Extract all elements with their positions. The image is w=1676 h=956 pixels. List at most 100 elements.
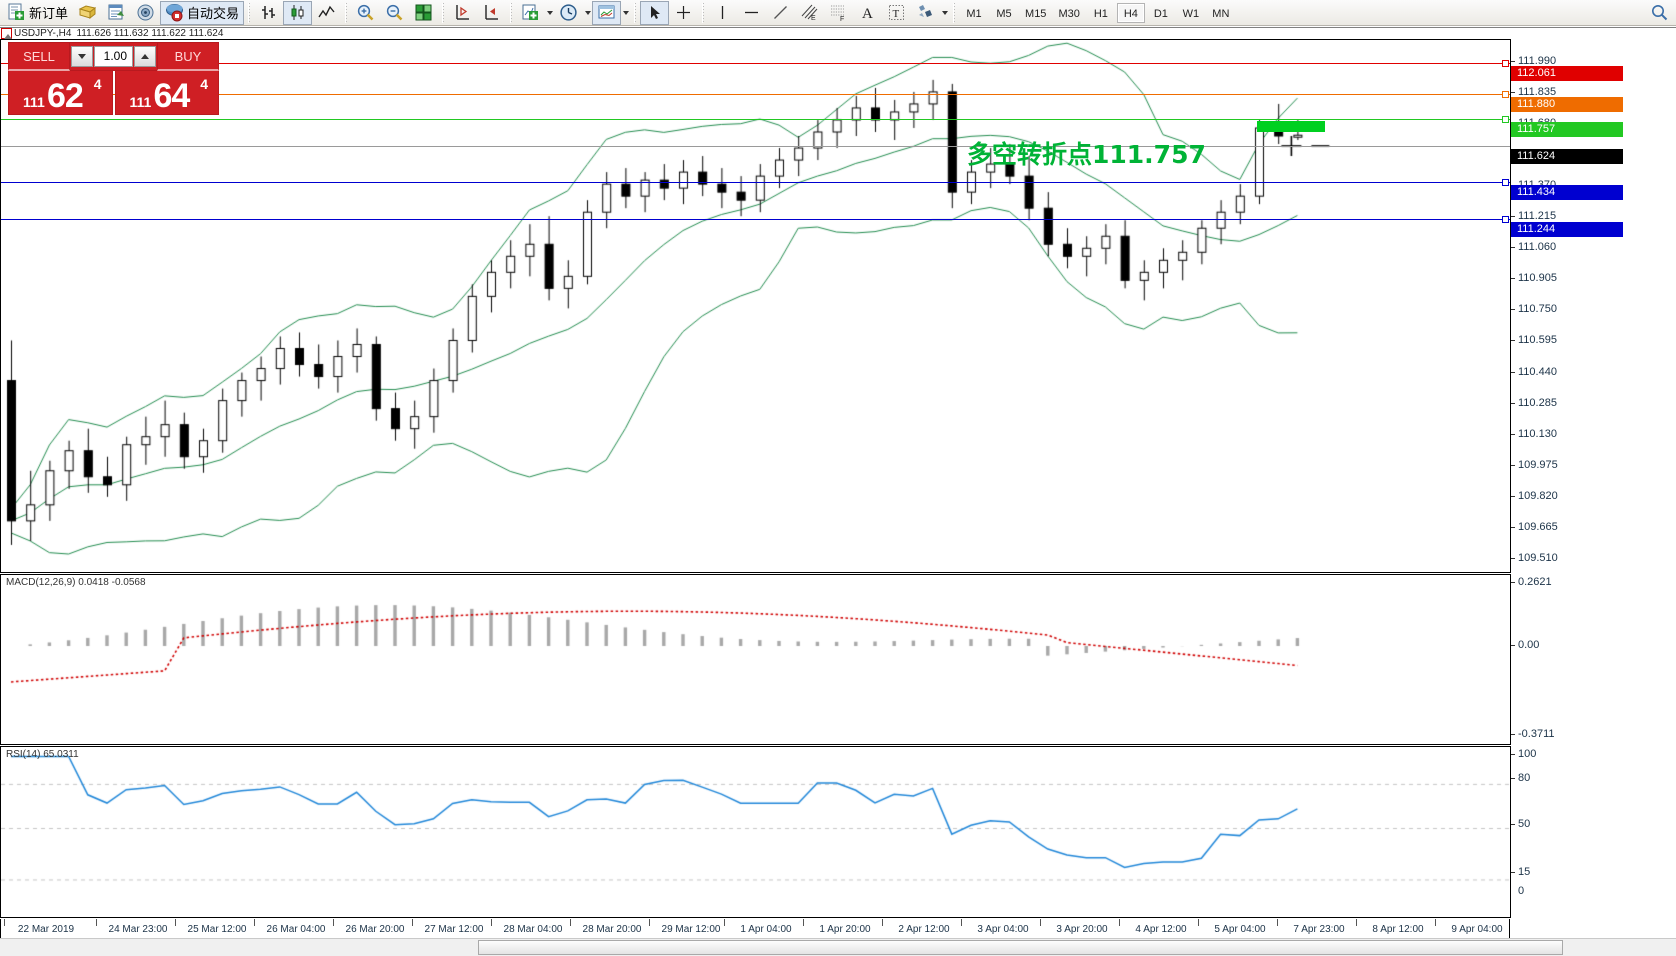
time-separator-12 <box>961 919 962 926</box>
macd-scale[interactable]: 0.2621 0.00 -0.3711 <box>1510 574 1676 745</box>
tile-windows-button[interactable] <box>409 1 438 25</box>
rsi-pane[interactable]: RSI(14) 65.0311 <box>0 746 1510 918</box>
green-level-badge[interactable]: 111.757 <box>1511 122 1623 137</box>
text-label-button[interactable]: A <box>853 1 882 25</box>
ask-line-badge[interactable]: 112.061 <box>1511 66 1623 81</box>
sell-price-display[interactable]: 111 62 4 <box>8 71 113 115</box>
shapes-dropdown-arrow[interactable] <box>940 3 949 23</box>
indicators-button[interactable] <box>516 1 545 25</box>
cursor-button[interactable] <box>640 0 670 25</box>
equidistant-channel-button[interactable]: E <box>795 1 824 25</box>
svg-text:E: E <box>811 15 816 22</box>
price-scale-label-9: 110.595 <box>1518 334 1557 347</box>
trendline-button[interactable] <box>766 1 795 25</box>
level-line-111.244[interactable] <box>1 219 1510 220</box>
volume-increment-button[interactable] <box>134 46 156 67</box>
toolbar-separator-2 <box>345 2 348 23</box>
buy-price-display[interactable]: 111 64 4 <box>114 71 219 115</box>
symbol-ohlc: 111.626 111.632 111.622 111.624 <box>76 28 224 39</box>
macd-pane[interactable]: MACD(12,26,9) 0.0418 -0.0568 <box>0 574 1510 745</box>
bar-chart-icon <box>259 3 278 22</box>
level-line-111.434[interactable] <box>1 182 1510 183</box>
buy-price-integer: 111 <box>129 94 152 110</box>
sell-price-fraction: 4 <box>93 76 102 92</box>
timeframe-w1[interactable]: W1 <box>1182 7 1200 20</box>
vertical-line-button[interactable] <box>708 1 737 25</box>
blue-level-badge-upper[interactable]: 111.434 <box>1511 185 1623 200</box>
orange-level-badge[interactable]: 111.880 <box>1511 97 1623 112</box>
timeframe-h4[interactable]: H4 <box>1116 2 1145 23</box>
macd-title: MACD(12,26,9) 0.0418 -0.0568 <box>6 577 146 588</box>
candlestick-chart-button[interactable] <box>283 0 313 25</box>
timeframe-m1[interactable]: M1 <box>966 7 982 20</box>
time-separator-2 <box>175 919 176 926</box>
templates-button[interactable] <box>592 0 622 25</box>
timeframe-m15[interactable]: M15 <box>1025 7 1047 20</box>
indicators-dropdown-arrow[interactable] <box>545 3 554 23</box>
time-label-18: 9 Apr 04:00 <box>1451 924 1503 935</box>
period-button[interactable] <box>554 1 583 25</box>
fibonacci-button[interactable]: F <box>824 1 853 25</box>
horizontal-scrollbar[interactable] <box>0 938 1676 956</box>
macd-chart-canvas[interactable] <box>1 575 1510 744</box>
rsi-chart-canvas[interactable] <box>1 747 1510 917</box>
level-line-112.061[interactable] <box>1 63 1510 64</box>
new-order-button[interactable]: 新订单 <box>2 1 73 25</box>
rsi-scale-label-3: 15 <box>1518 866 1531 878</box>
sell-price-integer: 111 <box>23 94 45 110</box>
level-line-111.880[interactable] <box>1 94 1510 95</box>
macd-tick-0 <box>1511 582 1515 583</box>
price-pane[interactable]: 多空转折点111.757 <box>0 39 1510 573</box>
chart-restore-icon[interactable] <box>1 28 12 39</box>
navigator-button[interactable] <box>131 1 160 25</box>
blue-level-badge-lower[interactable]: 111.244 <box>1511 222 1623 237</box>
level-handle-111.434[interactable] <box>1502 179 1509 186</box>
bar-chart-button[interactable] <box>254 1 283 25</box>
shapes-button[interactable] <box>911 1 940 25</box>
price-scale[interactable]: 111.990111.835111.680111.525111.370111.2… <box>1510 39 1676 573</box>
price-scale-label-13: 109.975 <box>1518 458 1558 471</box>
toolbar-separator-3 <box>442 2 445 23</box>
price-tick-0 <box>1511 60 1515 62</box>
auto-scroll-icon <box>482 3 501 22</box>
timeframe-d1[interactable]: D1 <box>1153 7 1168 20</box>
scrollbar-thumb[interactable] <box>478 940 1563 955</box>
shift-end-button[interactable] <box>448 1 477 25</box>
level-handle-111.244[interactable] <box>1502 216 1509 223</box>
level-handle-112.061[interactable] <box>1502 60 1509 67</box>
volume-decrement-button[interactable] <box>71 46 93 67</box>
market-watch-button[interactable] <box>102 1 131 25</box>
level-handle-111.757[interactable] <box>1502 116 1509 123</box>
period-dropdown-arrow[interactable] <box>583 3 592 23</box>
search-button[interactable] <box>1645 1 1674 25</box>
one-click-trading-panel[interactable]: SELL 1.00 BUY 111 62 4 111 64 4 <box>8 42 219 115</box>
horizontal-line-button[interactable] <box>737 1 766 25</box>
auto-trading-button[interactable]: 自动交易 <box>160 0 245 25</box>
sell-button[interactable]: SELL <box>8 42 70 71</box>
text-box-button[interactable]: T <box>882 1 911 25</box>
price-scale-label-0: 111.990 <box>1518 54 1557 67</box>
profiles-button[interactable] <box>73 1 102 25</box>
timeframe-m30[interactable]: M30 <box>1058 7 1080 20</box>
current-price-badge[interactable]: 111.624 <box>1511 149 1623 164</box>
timeframe-mn[interactable]: MN <box>1212 7 1230 20</box>
volume-input[interactable]: 1.00 <box>94 46 133 67</box>
timeframe-h1[interactable]: H1 <box>1093 7 1108 20</box>
rsi-tick-0 <box>1511 754 1515 755</box>
level-line-111.757[interactable] <box>1 119 1510 120</box>
time-label-8: 29 Mar 12:00 <box>661 924 721 935</box>
buy-price-fraction: 4 <box>200 76 208 92</box>
level-handle-111.880[interactable] <box>1502 91 1509 98</box>
buy-button[interactable]: BUY <box>157 42 219 71</box>
price-tick-10 <box>1511 371 1515 373</box>
zoom-in-button[interactable] <box>351 1 380 25</box>
crosshair-button[interactable] <box>669 1 698 25</box>
rsi-scale[interactable]: 100 80 50 15 0 <box>1510 746 1676 918</box>
templates-dropdown-arrow[interactable] <box>621 3 630 23</box>
line-chart-button[interactable] <box>312 1 341 25</box>
timeframe-m5[interactable]: M5 <box>996 7 1012 20</box>
line-chart-icon <box>317 3 336 22</box>
auto-scroll-button[interactable] <box>477 1 506 25</box>
zoom-out-button[interactable] <box>380 1 409 25</box>
